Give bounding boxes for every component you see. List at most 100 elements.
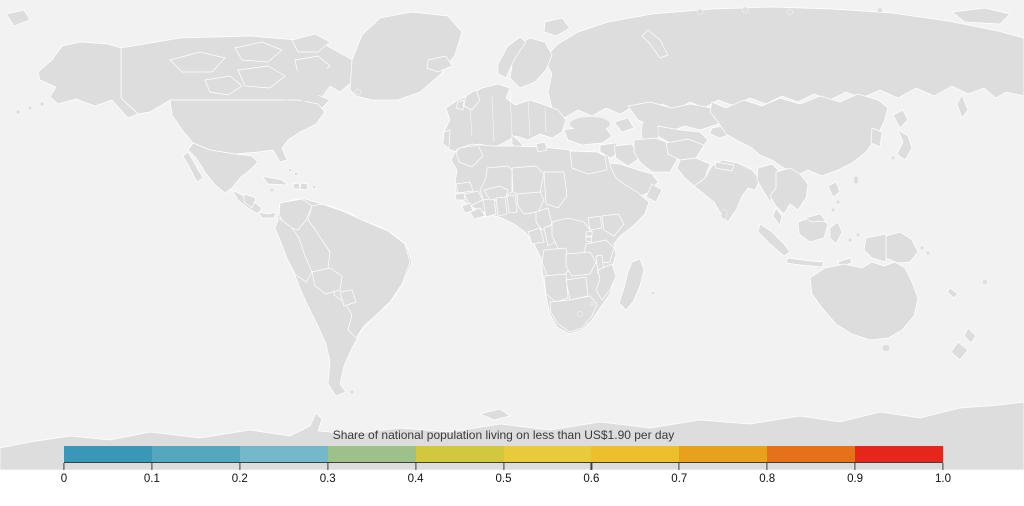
region-new-zealand-north	[963, 327, 977, 344]
region-ghana	[495, 196, 508, 217]
region-aleutians	[15, 109, 21, 115]
legend-tick-row	[63, 463, 944, 471]
legend-tick	[942, 463, 944, 470]
region-brazil	[307, 203, 411, 339]
legend-tick	[854, 463, 856, 470]
legend-title: Share of national population living on l…	[332, 428, 675, 442]
region-madagascar	[618, 258, 645, 311]
region-lesotho	[576, 311, 584, 317]
europe-internal-borders	[469, 91, 547, 143]
region-solomon-islands	[925, 250, 931, 256]
region-sakhalin	[956, 94, 969, 119]
region-sulawesi	[829, 221, 843, 245]
region-bolivia	[311, 267, 343, 295]
region-canadian-arctic	[204, 75, 243, 96]
world-map	[0, 0, 1024, 470]
region-greenland	[349, 11, 463, 101]
region-senegal	[455, 181, 474, 194]
region-liberia	[469, 207, 486, 220]
region-alaska	[37, 41, 139, 119]
hudson-bay	[296, 62, 334, 96]
region-portugal	[442, 129, 451, 149]
region-new-caledonia	[946, 287, 959, 299]
region-oman	[645, 183, 663, 203]
region-canadian-arctic	[237, 65, 286, 89]
region-fiji	[982, 279, 988, 285]
region-canadian-arctic	[234, 41, 283, 63]
legend-tick-label: 0.2	[231, 473, 248, 485]
region-svalbard	[543, 17, 571, 37]
region-chad	[543, 171, 568, 209]
region-timor	[837, 257, 853, 267]
legend-segment-0.3-0.4	[327, 446, 416, 462]
legend-tick	[766, 463, 768, 470]
region-haiti	[292, 182, 301, 190]
legend-tick-label: 0.1	[143, 473, 160, 485]
region-jamaica	[269, 187, 275, 193]
legend-tick-label: 0.4	[407, 473, 424, 485]
region-philippines	[835, 199, 841, 205]
region-moluccas	[847, 237, 853, 243]
region-philippines	[830, 207, 836, 213]
region-uganda	[587, 215, 603, 231]
region-solomon-islands	[919, 245, 925, 251]
region-cuba	[261, 175, 290, 186]
legend-tick-label: 0.9	[847, 473, 864, 485]
region-panama-costa-rica	[257, 211, 277, 219]
legend-tick-label: 0.7	[671, 473, 688, 485]
region-puerto-rico	[312, 185, 316, 189]
region-botswana	[565, 276, 589, 301]
region-malay-peninsula	[772, 207, 783, 227]
region-norway	[497, 36, 527, 79]
legend-tick	[63, 463, 65, 470]
region-swaziland	[589, 301, 595, 307]
region-arctic-russia-islands	[741, 6, 749, 14]
region-indonesian-papua	[863, 233, 887, 263]
great-lakes	[283, 100, 289, 106]
legend: Share of national population living on l…	[61, 428, 951, 487]
region-iceland	[426, 55, 453, 73]
region-zambia	[565, 251, 597, 277]
legend-tick	[415, 463, 417, 470]
region-arctic-russia-islands	[786, 8, 794, 16]
region-ecuador-peru	[274, 217, 313, 283]
region-japan-honshu	[896, 129, 913, 161]
region-aleutians	[27, 105, 33, 111]
legend-label-row: 0 0.1 0.2 0.3 0.4 0.5 0.6 0.7 0.8 0.9 1.0	[61, 473, 951, 487]
region-caucasus	[613, 117, 635, 133]
region-sumatra	[757, 223, 791, 257]
region-malaysia-borneo	[804, 213, 827, 223]
region-mauritius	[651, 291, 655, 295]
legend-tick	[327, 463, 329, 470]
region-newfoundland	[354, 88, 362, 96]
legend-segment-0-0.1	[64, 446, 152, 462]
region-sri-lanka	[720, 208, 728, 220]
great-lakes	[300, 100, 306, 106]
region-dominican-republic	[299, 182, 309, 191]
region-burkina-faso	[483, 185, 509, 201]
region-south-africa	[549, 295, 598, 333]
legend-segment-0.9-1.0	[855, 446, 944, 462]
legend-segment-0.8-0.9	[767, 446, 856, 462]
legend-tick	[678, 463, 680, 470]
legend-tick-label: 0.5	[495, 473, 512, 485]
region-paraguay	[339, 289, 357, 307]
black-sea	[570, 117, 610, 131]
legend-segment-0.1-0.2	[151, 446, 240, 462]
region-japan-hokkaido	[892, 109, 909, 129]
region-ireland	[455, 99, 465, 111]
legend-tick	[151, 463, 153, 470]
region-uk	[463, 89, 481, 111]
legend-tick-label: 0.6	[583, 473, 600, 485]
legend-segment-0.4-0.5	[415, 446, 504, 462]
region-kenya	[601, 213, 625, 237]
legend-segment-0.7-0.8	[679, 446, 768, 462]
region-egypt	[569, 150, 608, 175]
region-bahamas	[288, 168, 292, 172]
region-namibia	[543, 273, 569, 303]
region-new-zealand-south	[950, 341, 969, 361]
region-java	[785, 257, 825, 268]
region-baja-california	[182, 151, 204, 183]
region-bahamas	[294, 172, 298, 176]
